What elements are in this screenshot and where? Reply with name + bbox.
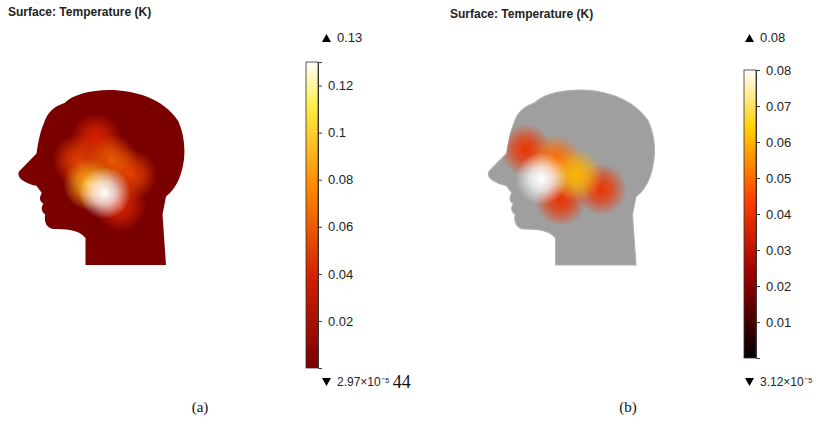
tick: 0.03 bbox=[756, 243, 791, 258]
tick-mark bbox=[756, 106, 760, 107]
tick-label: 0.04 bbox=[328, 267, 353, 282]
panel-label: (a) bbox=[192, 399, 209, 416]
tick-label: 0.04 bbox=[766, 207, 791, 222]
tick: 0.06 bbox=[756, 135, 791, 150]
tick-mark bbox=[756, 286, 760, 287]
tick: 0.06 bbox=[318, 219, 353, 234]
tick: 0.04 bbox=[318, 267, 353, 282]
heat-spots bbox=[500, 124, 627, 226]
min-label: 2.97×10⁻⁵ bbox=[337, 375, 390, 389]
heat-spots bbox=[53, 113, 158, 232]
max-marker bbox=[322, 34, 331, 42]
max-marker bbox=[745, 34, 754, 42]
tick-label: 0.12 bbox=[328, 78, 353, 93]
tick-mark bbox=[318, 133, 322, 134]
tick-mark bbox=[318, 227, 322, 228]
tick-mark bbox=[756, 142, 760, 143]
heat-spot bbox=[516, 153, 568, 205]
tick-label: 0.08 bbox=[766, 63, 791, 78]
figure: Surface: Temperature (K) 0.02 0.04 0.06 0.08… bbox=[0, 0, 831, 431]
max-label: 0.13 bbox=[337, 30, 362, 45]
tick: 0.04 bbox=[756, 207, 791, 222]
head bbox=[18, 90, 184, 265]
max-label: 0.08 bbox=[760, 30, 785, 45]
tick-mark bbox=[756, 214, 760, 215]
tick-mark bbox=[756, 70, 760, 71]
tick-mark bbox=[756, 250, 760, 251]
colorbar bbox=[744, 70, 756, 358]
tick: 0.07 bbox=[756, 99, 791, 114]
tick-label: 0.02 bbox=[328, 314, 353, 329]
tick-label: 0.08 bbox=[328, 172, 353, 187]
colorbar-axis: 0.01 0.02 0.03 0.04 0.05 0.06 0.07 0.08 bbox=[756, 63, 791, 359]
tick-label: 0.05 bbox=[766, 171, 791, 186]
tick-label: 0.01 bbox=[766, 315, 791, 330]
tick: 0.02 bbox=[756, 279, 791, 294]
title: Surface: Temperature (K) bbox=[450, 7, 593, 21]
tick: 0.12 bbox=[318, 78, 353, 93]
tick-mark bbox=[318, 321, 322, 322]
tick-mark bbox=[756, 322, 760, 323]
tick-mark bbox=[318, 86, 322, 87]
panel-label: (b) bbox=[619, 399, 637, 416]
tick-label: 0.03 bbox=[766, 243, 791, 258]
panel: Surface: Temperature (K) 0.01 0.02 0.03 0.04… bbox=[450, 7, 813, 416]
colorbar-axis: 0.02 0.04 0.06 0.08 0.1 0.12 bbox=[318, 63, 353, 369]
tick: 0.05 bbox=[756, 171, 791, 186]
tick: 0.08 bbox=[318, 172, 353, 187]
tick-label: 0.06 bbox=[766, 135, 791, 150]
title: Surface: Temperature (K) bbox=[8, 5, 151, 19]
min-label: 3.12×10⁻⁵ bbox=[760, 375, 813, 389]
tick-label: 0.07 bbox=[766, 99, 791, 114]
tick-label: 0.06 bbox=[328, 219, 353, 234]
tick: 0.08 bbox=[756, 63, 791, 78]
tick-label: 0.1 bbox=[328, 125, 346, 140]
tick-mark bbox=[318, 180, 322, 181]
annotation: 44 bbox=[393, 372, 411, 392]
tick-mark bbox=[318, 274, 322, 275]
tick: 0.1 bbox=[318, 125, 346, 140]
axis-line bbox=[319, 63, 323, 369]
panel: Surface: Temperature (K) 0.02 0.04 0.06 0.08… bbox=[8, 5, 411, 416]
tick-mark bbox=[756, 178, 760, 179]
heat-spot bbox=[79, 167, 131, 219]
min-marker bbox=[745, 378, 754, 386]
axis-line bbox=[757, 71, 761, 359]
head bbox=[488, 90, 654, 265]
colorbar bbox=[306, 62, 318, 368]
tick-label: 0.02 bbox=[766, 279, 791, 294]
tick: 0.02 bbox=[318, 314, 353, 329]
tick: 0.01 bbox=[756, 315, 791, 330]
min-marker bbox=[322, 378, 331, 386]
